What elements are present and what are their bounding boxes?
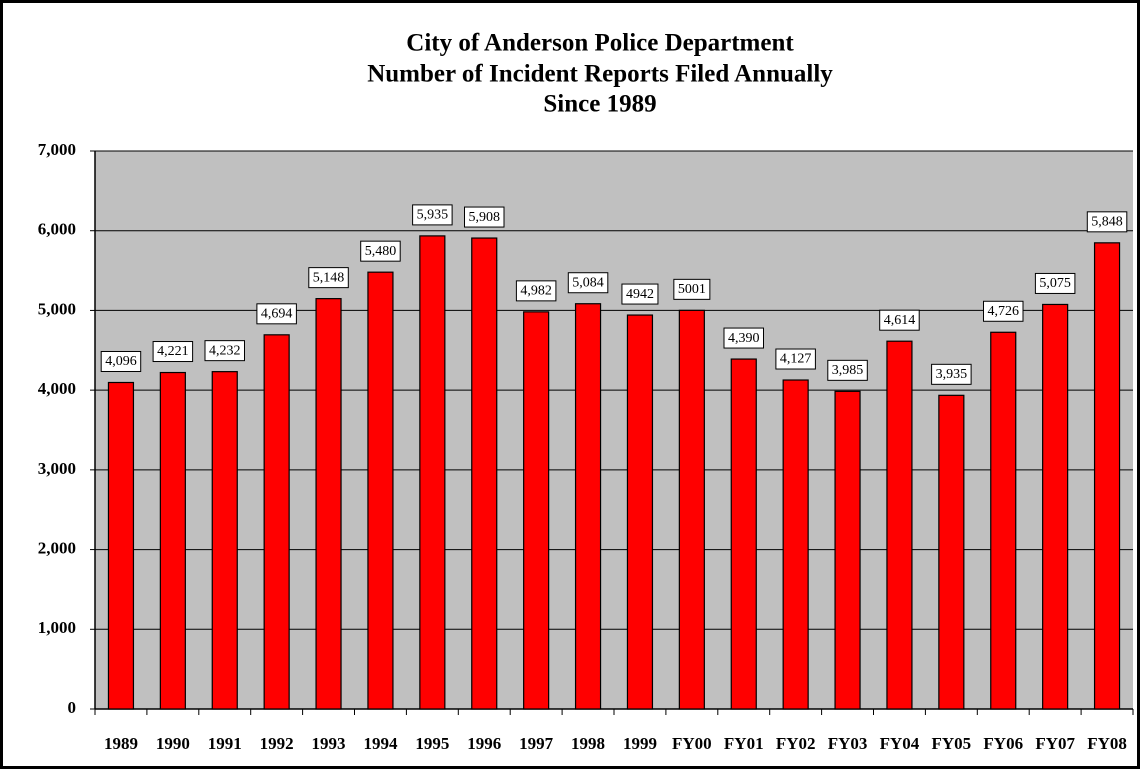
- value-label-box: [152, 341, 194, 363]
- value-label: 5,935: [417, 208, 449, 223]
- value-label: 5,908: [469, 210, 501, 225]
- value-label-box: [100, 350, 142, 372]
- value-label: 5,480: [365, 244, 397, 259]
- x-tick-label: FY02: [776, 734, 816, 753]
- x-tick-label: FY07: [1035, 734, 1075, 753]
- value-label: 4,614: [884, 313, 916, 328]
- y-tick-label: 1,000: [38, 618, 76, 637]
- x-tick-label: 1997: [519, 734, 554, 753]
- value-label: 5,848: [1091, 215, 1123, 230]
- x-tick-label: FY04: [880, 734, 920, 753]
- bar: [1042, 303, 1069, 710]
- bar: [834, 390, 861, 710]
- y-tick-label: 2,000: [38, 538, 76, 557]
- x-tick-label: 1990: [156, 734, 190, 753]
- bar: [782, 379, 809, 710]
- bar: [938, 394, 965, 710]
- bar: [471, 237, 498, 710]
- value-label-box: [204, 340, 245, 362]
- value-label-box: [775, 348, 816, 370]
- y-tick-label: 5,000: [38, 299, 76, 318]
- value-label-box: [412, 204, 453, 226]
- x-tick-label: FY06: [983, 734, 1023, 753]
- value-label-box: [567, 272, 609, 294]
- chart-title: Since 1989: [543, 91, 656, 118]
- bar: [211, 371, 238, 710]
- x-tick-label: 1994: [363, 734, 398, 753]
- value-label: 4,694: [261, 307, 293, 322]
- value-label-box: [1086, 211, 1128, 233]
- y-tick-label: 6,000: [38, 220, 76, 239]
- x-tick-label: FY01: [724, 734, 764, 753]
- value-label-box: [983, 300, 1024, 322]
- bar: [315, 298, 342, 710]
- x-tick-label: 1999: [623, 734, 657, 753]
- x-tick-label: 1996: [467, 734, 501, 753]
- x-tick-label: FY08: [1087, 734, 1127, 753]
- value-label-box: [360, 240, 401, 262]
- bar: [730, 358, 757, 710]
- value-label: 5,084: [572, 275, 604, 290]
- value-label: 5,075: [1039, 276, 1071, 291]
- bar: [678, 309, 705, 710]
- bar: [523, 311, 550, 710]
- value-label-box: [515, 280, 557, 302]
- chart-title: Number of Incident Reports Filed Annuall…: [367, 61, 833, 88]
- value-label: 4,221: [157, 344, 189, 359]
- value-label: 4,982: [520, 284, 552, 299]
- plot-area: [95, 151, 1133, 709]
- value-label: 4942: [626, 287, 654, 302]
- x-tick-label: 1995: [415, 734, 449, 753]
- value-label-box: [256, 303, 297, 325]
- value-label-box: [308, 267, 349, 289]
- x-tick-label: 1993: [312, 734, 346, 753]
- value-label: 5001: [678, 282, 706, 297]
- y-tick-label: 3,000: [38, 459, 76, 478]
- value-label-box: [931, 363, 972, 385]
- bar: [367, 271, 394, 710]
- value-label: 5,148: [313, 270, 345, 285]
- value-label: 4,232: [209, 343, 241, 358]
- value-label-box: [1034, 272, 1076, 294]
- x-tick-label: FY03: [828, 734, 868, 753]
- value-label: 4,127: [780, 352, 812, 367]
- value-label-box: [827, 359, 868, 381]
- bar: [107, 381, 135, 710]
- chart-title: City of Anderson Police Department: [406, 30, 794, 57]
- bar: [1093, 242, 1121, 710]
- x-tick-label: FY05: [932, 734, 972, 753]
- value-label: 3,985: [832, 363, 864, 378]
- value-label: 4,096: [105, 354, 137, 369]
- bar: [263, 334, 290, 710]
- value-label: 4,390: [728, 331, 760, 346]
- bar: [574, 303, 602, 710]
- y-tick-label: 7,000: [38, 140, 76, 159]
- value-label-box: [621, 283, 659, 305]
- bar: [990, 331, 1017, 710]
- value-label-box: [673, 278, 711, 300]
- value-label-box: [723, 327, 764, 349]
- bar: [626, 314, 654, 710]
- bar: [886, 340, 913, 710]
- y-tick-label: 4,000: [38, 379, 76, 398]
- x-tick-label: FY00: [672, 734, 712, 753]
- value-label: 3,935: [936, 367, 968, 382]
- value-label-box: [464, 206, 505, 228]
- x-tick-label: 1998: [571, 734, 605, 753]
- x-tick-label: 1991: [208, 734, 242, 753]
- bar: [419, 235, 446, 710]
- x-tick-label: 1992: [260, 734, 294, 753]
- y-tick-label: 0: [68, 698, 77, 717]
- value-label-box: [879, 309, 920, 331]
- x-tick-label: 1989: [104, 734, 138, 753]
- bar: [159, 371, 186, 710]
- value-label: 4,726: [988, 304, 1020, 319]
